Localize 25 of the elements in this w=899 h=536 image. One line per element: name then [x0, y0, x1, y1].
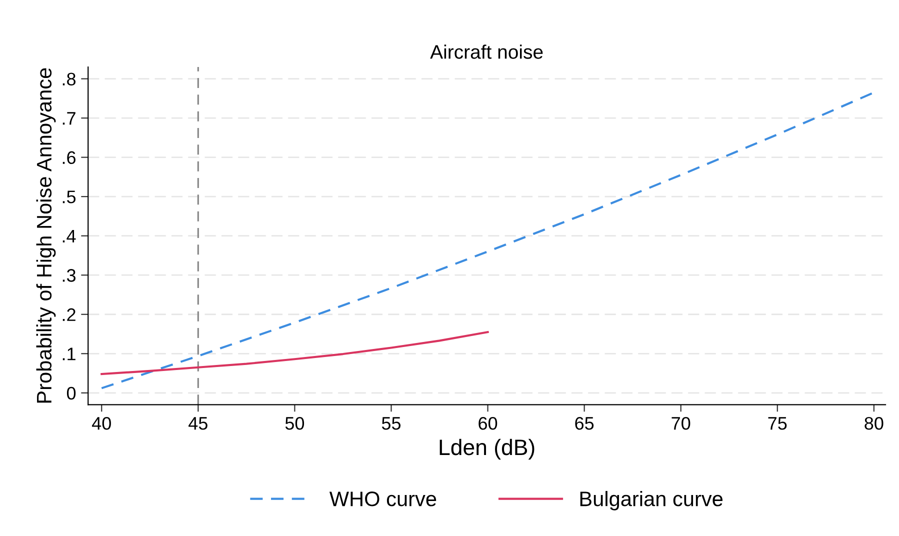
x-axis-title: Lden (dB)	[440, 438, 534, 460]
y-tick-label: .4	[62, 230, 76, 242]
x-tick-label: 45	[188, 417, 208, 430]
y-tick-label: .6	[62, 151, 76, 164]
y-tick-label: .1	[62, 348, 76, 360]
y-axis-title: Probability of High Noise Annoyance	[36, 68, 56, 403]
x-tick-label: 70	[672, 416, 690, 430]
y-tick-label: .5	[62, 190, 76, 204]
x-tick-label: 60	[478, 416, 498, 430]
chart-title: Aircraft noise	[430, 44, 543, 59]
legend-label: Bulgarian curve	[580, 490, 723, 510]
x-tick-label: 50	[285, 416, 304, 430]
x-tick-label: 55	[382, 417, 401, 430]
y-tick-label: .8	[62, 72, 76, 86]
line-series	[100, 91, 875, 390]
y-tick-label: 0	[66, 386, 76, 400]
line-series	[100, 330, 489, 376]
y-tick-label: .2	[62, 308, 76, 321]
legend-label: WHO curve	[329, 492, 436, 506]
y-tick-label: .7	[62, 112, 76, 125]
x-tick-label: 65	[575, 416, 594, 430]
x-tick-label: 80	[864, 416, 884, 430]
x-tick-label: 75	[768, 417, 787, 430]
x-tick-label: 40	[92, 416, 111, 430]
y-tick-label: .3	[62, 269, 76, 282]
